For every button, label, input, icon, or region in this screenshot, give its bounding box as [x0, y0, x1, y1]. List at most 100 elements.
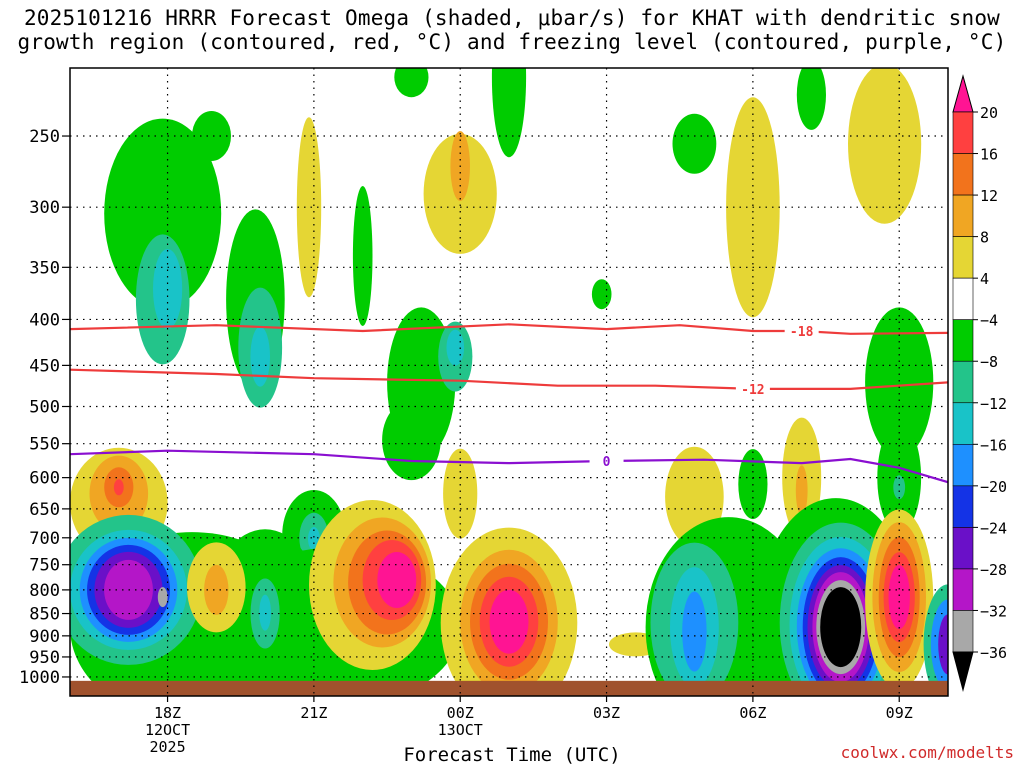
colorbar-swatch [952, 360, 974, 404]
colorbar-swatch [952, 319, 974, 362]
y-tick-label: 900 [29, 627, 60, 647]
colorbar-bottom-arrow [952, 651, 974, 692]
y-tick-label: 450 [29, 356, 60, 376]
omega-cell [296, 117, 322, 298]
colorbar: 20 16 12 8 4 −4 −8 −12 −16 −20 −24 −28 −32 −36 [952, 74, 1007, 692]
omega-cell [865, 307, 934, 458]
x-tick-label: 06Z [739, 704, 766, 722]
omega-cell [591, 279, 612, 310]
contour-label: 0 [603, 455, 611, 470]
axes: 2503003504004505005506006507007508008509… [19, 67, 949, 756]
x-axis-label: Forecast Time (UTC) [403, 744, 621, 766]
omega-cell [489, 589, 529, 654]
colorbar-swatch [952, 236, 974, 279]
colorbar-swatch [952, 277, 974, 320]
contour-line [70, 323, 948, 335]
x-tick-label: 00Z [447, 704, 474, 722]
colorbar-swatch [952, 402, 974, 445]
contour-line [70, 368, 948, 390]
y-tick-label: 500 [29, 397, 60, 417]
y-tick-label: 750 [29, 556, 60, 576]
omega-cell [682, 591, 707, 672]
plot-frame [69, 67, 949, 697]
colorbar-label: 16 [980, 146, 998, 164]
colorbar-label: −20 [980, 478, 1007, 496]
omega-cell [888, 565, 910, 630]
omega-shading [70, 68, 948, 696]
colorbar-swatch [952, 194, 974, 237]
omega-cell [113, 479, 124, 496]
omega-cell [259, 594, 271, 631]
colorbar-swatch [952, 111, 974, 154]
contour-label-bg [589, 453, 624, 470]
x-tick-label: 13OCT [438, 721, 483, 739]
omega-cell [443, 448, 478, 539]
y-tick-label: 250 [29, 127, 60, 147]
colorbar-label: 8 [980, 229, 989, 247]
colorbar-label: −16 [980, 436, 1007, 454]
chart-title: 2025101216 HRRR Forecast Omega (shaded, … [0, 6, 1024, 54]
y-tick-label: 850 [29, 605, 60, 625]
credit-link[interactable]: coolwx.com/modelts [840, 743, 1014, 762]
y-tick-label: 350 [29, 258, 60, 278]
y-tick-label: 1000 [19, 668, 60, 688]
colorbar-swatch [952, 153, 974, 196]
omega-cell [672, 113, 717, 174]
colorbar-swatch [952, 485, 974, 528]
temperature-contours: -18 -12 0 [70, 322, 948, 484]
gridlines [70, 68, 948, 696]
y-tick-label: 650 [29, 500, 60, 520]
omega-cell [157, 587, 168, 608]
omega-cell [382, 400, 441, 481]
omega-cell [394, 68, 429, 98]
contour-label-bg [735, 380, 770, 397]
omega-cell [893, 475, 906, 500]
x-tick-label: 09Z [886, 704, 913, 722]
omega-cell [192, 111, 231, 161]
colorbar-label: 12 [980, 187, 998, 205]
colorbar-swatch [952, 444, 974, 487]
colorbar-swatch [952, 527, 974, 570]
colorbar-label: −28 [980, 561, 1007, 579]
colorbar-label: −12 [980, 395, 1007, 413]
omega-cell [446, 329, 465, 366]
omega-cell [491, 68, 527, 158]
omega-cell [820, 587, 862, 668]
y-tick-label: 550 [29, 435, 60, 455]
y-tick-label: 800 [29, 581, 60, 601]
colorbar-label: −36 [980, 644, 1007, 662]
colorbar-label: −4 [980, 312, 998, 330]
omega-cell [796, 68, 826, 130]
omega-cell [938, 614, 948, 675]
x-tick-label: 21Z [300, 704, 327, 722]
omega-cell [250, 326, 270, 387]
contour-label: -12 [741, 383, 764, 398]
colorbar-label: 20 [980, 104, 998, 122]
x-tick-label: 12OCT [145, 721, 190, 739]
ground-surface [70, 680, 948, 696]
y-tick-label: 700 [29, 529, 60, 549]
contour-label: -18 [790, 325, 814, 340]
colorbar-label: −8 [980, 353, 998, 371]
colorbar-label: 4 [980, 270, 989, 288]
omega-cell [848, 68, 922, 224]
omega-cell [352, 186, 373, 326]
colorbar-label: −24 [980, 519, 1007, 537]
x-tick-label: 2025 [149, 738, 185, 756]
x-tick-label: 03Z [593, 704, 620, 722]
contour-label-bg [784, 322, 819, 339]
colorbar-top-arrow [952, 74, 974, 113]
x-tick-label: 18Z [154, 704, 181, 722]
y-tick-label: 300 [29, 198, 60, 218]
colorbar-swatch [952, 610, 974, 653]
colorbar-swatch [952, 568, 974, 611]
y-tick-label: 950 [29, 648, 60, 668]
y-tick-label: 600 [29, 469, 60, 489]
title-line-2: growth region (contoured, red, °C) and f… [17, 30, 1007, 54]
omega-cell [104, 118, 222, 309]
title-line-1: 2025101216 HRRR Forecast Omega (shaded, … [23, 6, 1001, 30]
y-tick-label: 400 [29, 310, 60, 330]
omega-cell [204, 564, 229, 615]
omega-cell [377, 552, 417, 608]
